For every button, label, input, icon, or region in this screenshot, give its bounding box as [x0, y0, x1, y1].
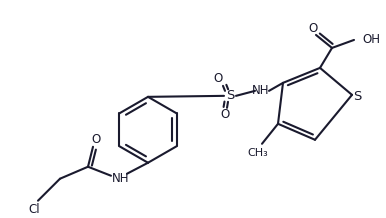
Text: NH: NH — [252, 84, 270, 97]
Text: O: O — [213, 72, 223, 85]
Text: O: O — [91, 133, 101, 146]
Text: OH: OH — [362, 33, 380, 46]
Text: Cl: Cl — [28, 203, 40, 216]
Text: S: S — [226, 89, 234, 102]
Text: NH: NH — [112, 172, 130, 185]
Text: S: S — [353, 90, 361, 103]
Text: O: O — [308, 22, 318, 36]
Text: CH₃: CH₃ — [248, 148, 268, 158]
Text: O: O — [220, 108, 230, 121]
